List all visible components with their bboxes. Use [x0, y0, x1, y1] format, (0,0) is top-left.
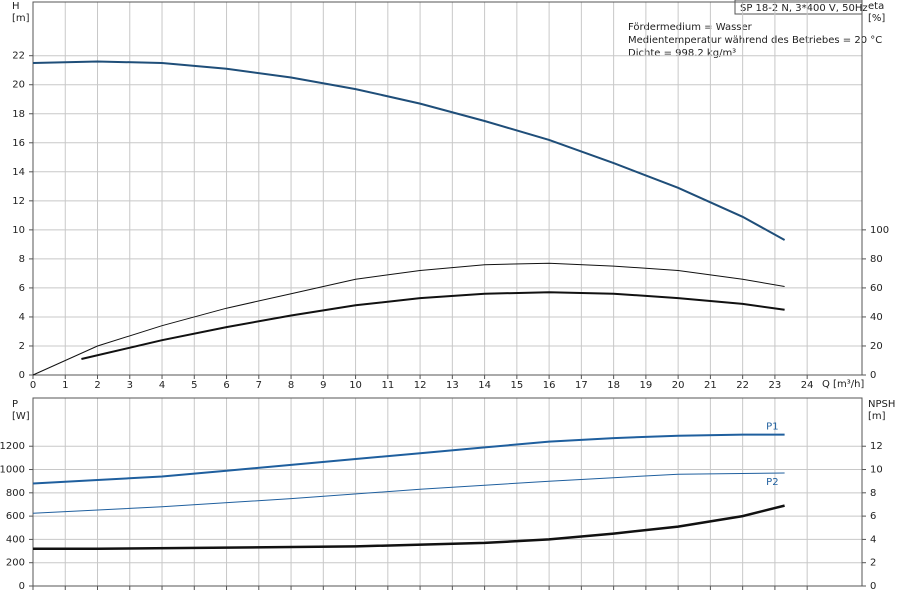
- y-tick-label: 1200: [0, 441, 25, 452]
- y-tick-label: 800: [6, 488, 25, 499]
- x-tick-label: 2: [94, 380, 100, 391]
- y-unit: [W]: [12, 411, 30, 422]
- x-tick-label: 14: [478, 380, 491, 391]
- curve: [32, 433, 785, 485]
- x-tick-label: 24: [801, 380, 814, 391]
- plot-frame: [32, 397, 863, 587]
- curve: [81, 291, 785, 360]
- curve: [32, 262, 785, 376]
- x-tick-label: 20: [672, 380, 685, 391]
- x-tick-label: 1: [62, 380, 68, 391]
- x-tick-label: 13: [446, 380, 459, 391]
- y2-tick-label: 6: [870, 511, 876, 522]
- x-tick-label: 10: [349, 380, 362, 391]
- y2-unit: [%]: [868, 13, 885, 24]
- x-tick-label: 8: [288, 380, 294, 391]
- y-tick-label: 1000: [0, 465, 25, 476]
- y2-tick-label: 0: [870, 581, 876, 592]
- x-tick-label: 19: [640, 380, 653, 391]
- y-tick-label: 8: [19, 254, 25, 265]
- curve: [33, 504, 785, 550]
- y-tick-label: 22: [12, 51, 25, 62]
- y-tick-label: 600: [6, 511, 25, 522]
- x-tick-label: 9: [320, 380, 326, 391]
- y-tick-label: 14: [12, 167, 25, 178]
- y-tick-label: 0: [19, 581, 25, 592]
- y-tick-label: 6: [19, 283, 25, 294]
- info-text: Fördermedium = Wasser: [628, 22, 753, 33]
- x-tick-label: 3: [127, 380, 133, 391]
- curve-label: P1: [766, 422, 778, 433]
- info-text: Dichte = 998.2 kg/m³: [628, 48, 736, 59]
- x-tick-label: 15: [510, 380, 523, 391]
- y-unit: [m]: [12, 13, 30, 24]
- y2-tick-label: 0: [870, 370, 876, 381]
- x-tick-label: 11: [381, 380, 394, 391]
- y-tick-label: 20: [12, 80, 25, 91]
- y2-tick-label: 40: [870, 312, 883, 323]
- y-tick-label: 16: [12, 138, 25, 149]
- x-tick-label: 18: [607, 380, 620, 391]
- x-tick-label: 4: [159, 380, 165, 391]
- x-tick-label: 22: [736, 380, 749, 391]
- x-tick-label: 0: [30, 380, 36, 391]
- x-tick-label: 5: [191, 380, 197, 391]
- x-tick-label: 23: [769, 380, 782, 391]
- y-tick-label: 0: [19, 370, 25, 381]
- y2-tick-label: 20: [870, 341, 883, 352]
- y-label: H: [12, 1, 20, 12]
- plot-frame: [32, 1, 863, 376]
- y2-unit: [m]: [868, 411, 886, 422]
- y2-tick-label: 2: [870, 558, 876, 569]
- curve: [32, 472, 785, 514]
- x-tick-label: 17: [575, 380, 588, 391]
- y2-tick-label: 4: [870, 534, 876, 545]
- y2-tick-label: 80: [870, 254, 883, 265]
- info-text: SP 18-2 N, 3*400 V, 50Hz: [740, 3, 868, 14]
- y-tick-label: 12: [12, 196, 25, 207]
- y2-label: eta: [868, 1, 884, 12]
- y2-tick-label: 10: [870, 465, 883, 476]
- y2-tick-label: 12: [870, 441, 883, 452]
- curve-label: P2: [766, 477, 778, 488]
- y-tick-label: 200: [6, 558, 25, 569]
- y-label: P: [12, 399, 18, 410]
- y2-tick-label: 100: [870, 225, 889, 236]
- x-tick-label: 12: [414, 380, 427, 391]
- y2-tick-label: 8: [870, 488, 876, 499]
- curve: [32, 60, 786, 241]
- y2-tick-label: 60: [870, 283, 883, 294]
- y2-label: NPSH: [868, 399, 895, 410]
- y-tick-label: 400: [6, 534, 25, 545]
- y-tick-label: 2: [19, 341, 25, 352]
- y-tick-label: 18: [12, 109, 25, 120]
- x-tick-label: 7: [256, 380, 262, 391]
- x-tick-label: 16: [543, 380, 556, 391]
- x-tick-label: 21: [704, 380, 717, 391]
- x-tick-label: 6: [223, 380, 229, 391]
- y-tick-label: 4: [19, 312, 25, 323]
- y-tick-label: 10: [12, 225, 25, 236]
- info-text: Medientemperatur während des Betriebes =…: [628, 35, 882, 46]
- x-label: Q [m³/h]: [822, 379, 864, 390]
